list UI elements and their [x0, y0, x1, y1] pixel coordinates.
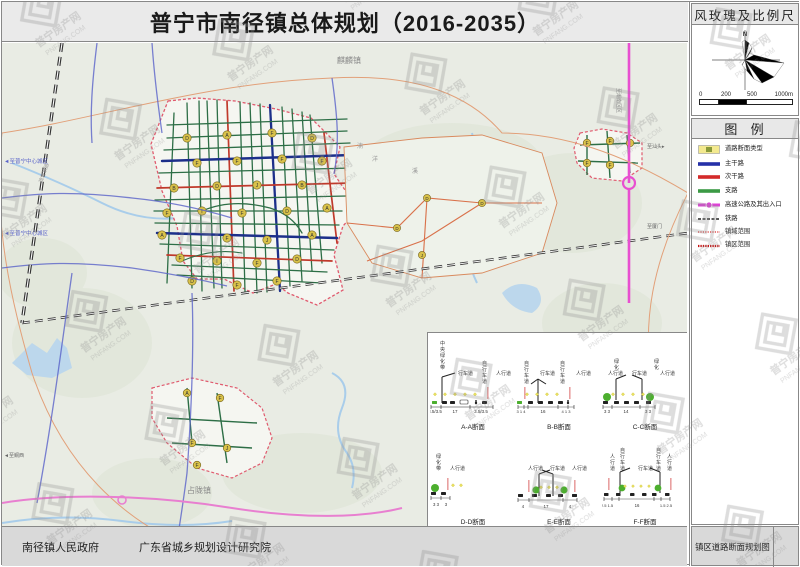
svg-text:自: 自: [524, 360, 529, 367]
svg-text:4: 4: [569, 504, 572, 509]
svg-text:车: 车: [656, 459, 661, 466]
svg-text:占陇镇: 占陇镇: [187, 485, 211, 495]
svg-text:3.5/3.5: 3.5/3.5: [430, 409, 442, 414]
svg-text:车: 车: [560, 372, 565, 379]
svg-text:4 1 3: 4 1 3: [562, 409, 572, 414]
svg-text:麒麟镇: 麒麟镇: [337, 55, 361, 65]
svg-text:人行道: 人行道: [572, 465, 587, 472]
svg-text:◄至普宁中心城区: ◄至普宁中心城区: [4, 229, 48, 237]
svg-text:洋: 洋: [372, 155, 378, 163]
svg-text:绿: 绿: [654, 358, 659, 365]
svg-text:至汕头▸: 至汕头▸: [647, 143, 665, 150]
svg-text:道: 道: [610, 465, 615, 472]
svg-text:D: D: [190, 279, 194, 285]
svg-text:行: 行: [667, 459, 672, 466]
svg-text:I: I: [216, 259, 217, 265]
svg-text:F: F: [255, 261, 258, 267]
svg-text:F: F: [608, 163, 611, 169]
svg-text:人行道: 人行道: [528, 465, 543, 472]
svg-text:自: 自: [482, 360, 487, 367]
svg-text:D: D: [295, 257, 299, 263]
svg-text:自: 自: [620, 447, 625, 454]
svg-text:自: 自: [560, 360, 565, 367]
svg-text:化: 化: [436, 459, 441, 466]
svg-text:F: F: [240, 211, 243, 217]
svg-text:道: 道: [482, 378, 487, 385]
svg-text:带: 带: [436, 466, 441, 472]
svg-text:D: D: [310, 136, 314, 142]
svg-text:3: 3: [445, 502, 448, 507]
svg-text:行: 行: [610, 459, 615, 466]
svg-text:F: F: [190, 441, 193, 447]
svg-text:行车道: 行车道: [458, 370, 473, 377]
svg-text:F: F: [270, 131, 273, 137]
svg-text:F: F: [195, 463, 198, 469]
svg-text:道: 道: [667, 465, 672, 472]
svg-text:人行道: 人行道: [660, 370, 675, 377]
svg-text:F: F: [225, 236, 228, 242]
svg-text:车: 车: [620, 459, 625, 466]
svg-text:3 3: 3 3: [645, 409, 652, 414]
svg-text:F: F: [280, 157, 283, 163]
svg-text:溪: 溪: [412, 167, 418, 175]
svg-text:至厦门: 至厦门: [647, 223, 662, 230]
svg-text:◄至普宁中心城区: ◄至普宁中心城区: [4, 157, 48, 165]
svg-text:至潮南区区: 至潮南区区: [615, 88, 622, 113]
svg-text:J: J: [421, 253, 423, 258]
svg-text:2.5 1.5: 2.5 1.5: [602, 503, 614, 508]
svg-text:D: D: [285, 209, 289, 215]
svg-text:绿: 绿: [614, 358, 619, 365]
svg-text:化: 化: [614, 364, 619, 371]
svg-text:◄至鲖西: ◄至鲖西: [4, 452, 24, 459]
svg-text:F: F: [608, 139, 611, 145]
svg-text:4: 4: [522, 504, 525, 509]
svg-text:F: F: [218, 396, 221, 402]
svg-text:道: 道: [524, 378, 529, 385]
svg-text:F: F: [195, 161, 198, 167]
svg-text:行: 行: [482, 366, 487, 373]
svg-text:17: 17: [543, 504, 549, 509]
svg-text:F: F: [320, 159, 323, 165]
svg-text:绿: 绿: [436, 453, 441, 460]
svg-text:3 3: 3 3: [433, 502, 440, 507]
svg-text:N: N: [743, 32, 747, 38]
svg-text:自: 自: [656, 447, 661, 454]
svg-text:16: 16: [635, 503, 640, 508]
svg-text:3 3: 3 3: [604, 409, 611, 414]
svg-text:1.5 2.5: 1.5 2.5: [660, 503, 673, 508]
svg-text:17: 17: [452, 409, 458, 414]
svg-text:F: F: [275, 279, 278, 285]
svg-text:行车道: 行车道: [540, 370, 555, 377]
svg-text:行车道: 行车道: [550, 465, 565, 472]
svg-text:人行道: 人行道: [608, 370, 623, 377]
svg-text:16: 16: [540, 409, 546, 414]
svg-text:央: 央: [440, 346, 445, 353]
svg-text:湳: 湳: [357, 142, 363, 150]
svg-text:绿: 绿: [440, 352, 445, 359]
svg-text:车: 车: [482, 372, 487, 379]
svg-text:D: D: [185, 136, 189, 142]
svg-text:行: 行: [560, 366, 565, 373]
svg-text:F: F: [178, 256, 181, 262]
svg-text:化: 化: [440, 358, 445, 365]
svg-text:3.5/3.5: 3.5/3.5: [474, 409, 488, 414]
svg-text:带: 带: [440, 365, 445, 371]
svg-text:F: F: [165, 211, 168, 217]
svg-text:F: F: [585, 161, 588, 167]
svg-text:道: 道: [560, 378, 565, 385]
svg-text:D: D: [215, 184, 219, 190]
svg-text:化: 化: [654, 364, 659, 371]
svg-text:人行道: 人行道: [576, 370, 591, 377]
svg-text:车: 车: [524, 372, 529, 379]
svg-text:3 1 4: 3 1 4: [517, 409, 527, 414]
svg-text:F: F: [235, 159, 238, 165]
svg-text:14: 14: [623, 409, 629, 414]
svg-text:行: 行: [656, 453, 661, 460]
svg-text:行: 行: [620, 453, 625, 460]
svg-text:人行道: 人行道: [496, 370, 511, 377]
svg-text:F: F: [235, 283, 238, 289]
svg-text:行: 行: [524, 366, 529, 373]
svg-text:中: 中: [440, 340, 445, 347]
svg-text:人行道: 人行道: [450, 465, 465, 472]
